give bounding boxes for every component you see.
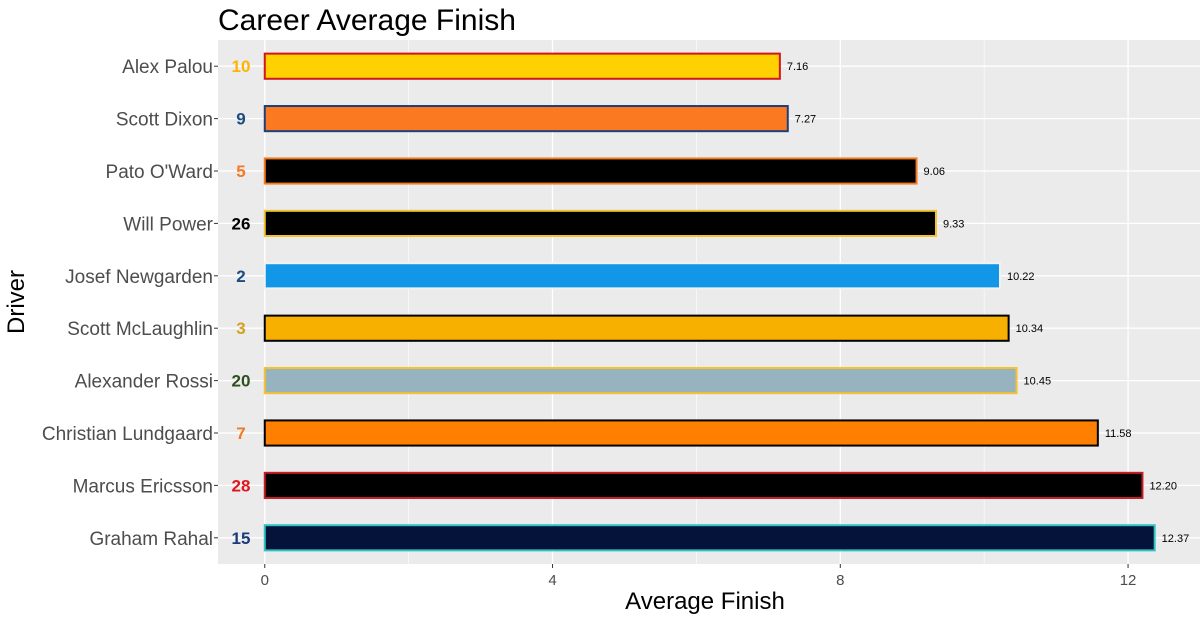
y-axis-title: Driver (3, 270, 30, 334)
car-number-label: 10 (232, 57, 251, 76)
bar-value-label: 9.33 (943, 218, 964, 230)
driver-label: Josef Newgarden (65, 267, 213, 288)
driver-label: Scott Dixon (116, 110, 213, 131)
bar-value-label: 10.22 (1007, 271, 1035, 283)
bar-value-label: 12.20 (1149, 480, 1177, 492)
bar-value-label: 9.06 (924, 166, 945, 178)
car-number-label: 5 (236, 162, 245, 181)
driver-label: Christian Lundgaard (42, 424, 213, 445)
x-tick-label: 0 (261, 572, 269, 589)
driver-label: Alexander Rossi (75, 372, 213, 393)
value-labels: 7.16 7.27 9.06 9.33 10.22 10.34 10.45 11.58 12.2… (787, 61, 1189, 545)
driver-label: Graham Rahal (89, 529, 213, 550)
bar (263, 314, 1010, 342)
car-number-label: 2 (236, 267, 245, 286)
x-axis-title: Average Finish (625, 588, 785, 615)
bar-value-label: 10.34 (1016, 323, 1044, 335)
bar (263, 367, 1018, 395)
x-tick-label: 12 (1120, 572, 1137, 589)
x-tick-label: 8 (836, 572, 844, 589)
car-number-label: 9 (236, 110, 245, 129)
driver-label: Will Power (123, 214, 213, 235)
bars (263, 52, 1156, 552)
car-number-label: 28 (232, 476, 251, 495)
x-axis-ticks: 0 4 8 12 (214, 65, 1137, 589)
driver-label: Pato O'Ward (106, 162, 213, 183)
driver-label: Marcus Ericsson (73, 476, 213, 497)
car-number-label: 7 (236, 424, 245, 443)
bar (263, 209, 937, 237)
bar-value-label: 11.58 (1105, 428, 1132, 440)
bar (263, 471, 1144, 499)
car-number-label: 20 (232, 372, 251, 391)
bar (263, 105, 789, 133)
driver-label: Alex Palou (122, 57, 213, 78)
bar-value-label: 7.16 (787, 61, 808, 73)
car-number-label: 3 (236, 319, 245, 338)
bar-value-label: 7.27 (795, 114, 816, 126)
bar (263, 262, 1002, 290)
driver-label: Scott McLaughlin (67, 319, 213, 340)
car-number-label: 26 (232, 214, 251, 233)
bar-value-label: 12.37 (1162, 533, 1190, 545)
bar (263, 157, 918, 185)
bar (263, 52, 781, 80)
bar (263, 419, 1099, 447)
category-labels: Alex Palou Scott Dixon Pato O'Ward Will Pow… (42, 57, 214, 550)
bar (263, 524, 1156, 552)
chart-title: Career Average Finish (218, 4, 516, 37)
bar-value-label: 10.45 (1024, 376, 1052, 388)
car-number-label: 15 (232, 529, 251, 548)
x-tick-label: 4 (548, 572, 556, 589)
